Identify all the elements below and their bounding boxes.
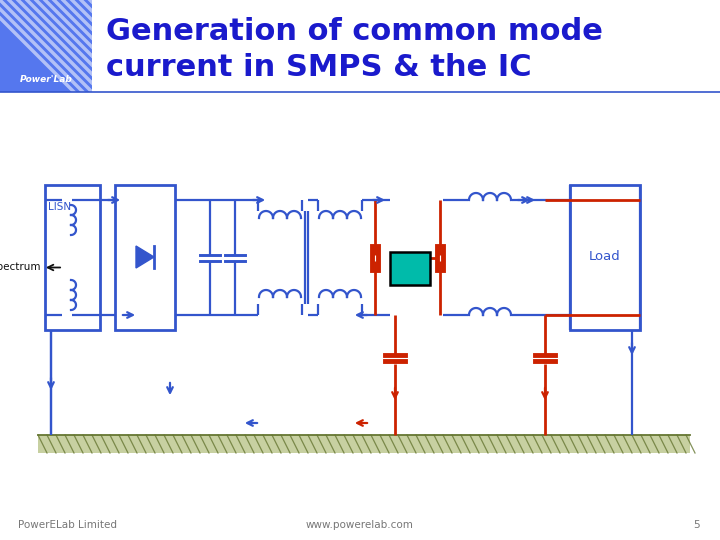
Text: spectrum: spectrum	[0, 262, 41, 273]
Bar	[0, 0, 92, 92]
Bar	[45, 185, 100, 330]
Bar	[570, 185, 640, 330]
Text: LISN: LISN	[48, 202, 71, 212]
Text: www.powerelab.com: www.powerelab.com	[306, 520, 414, 530]
Bar	[390, 252, 430, 285]
Text: Load: Load	[589, 251, 621, 264]
Bar	[38, 435, 690, 453]
Text: 5: 5	[693, 520, 700, 530]
Polygon shape	[136, 246, 154, 268]
Text: current in SMPS & the IC: current in SMPS & the IC	[106, 53, 531, 83]
Bar	[115, 185, 175, 330]
Text: PowerELab Limited: PowerELab Limited	[18, 520, 117, 530]
Text: Generation of common mode: Generation of common mode	[106, 17, 603, 46]
Text: Power'Lab: Power'Lab	[19, 76, 73, 84]
